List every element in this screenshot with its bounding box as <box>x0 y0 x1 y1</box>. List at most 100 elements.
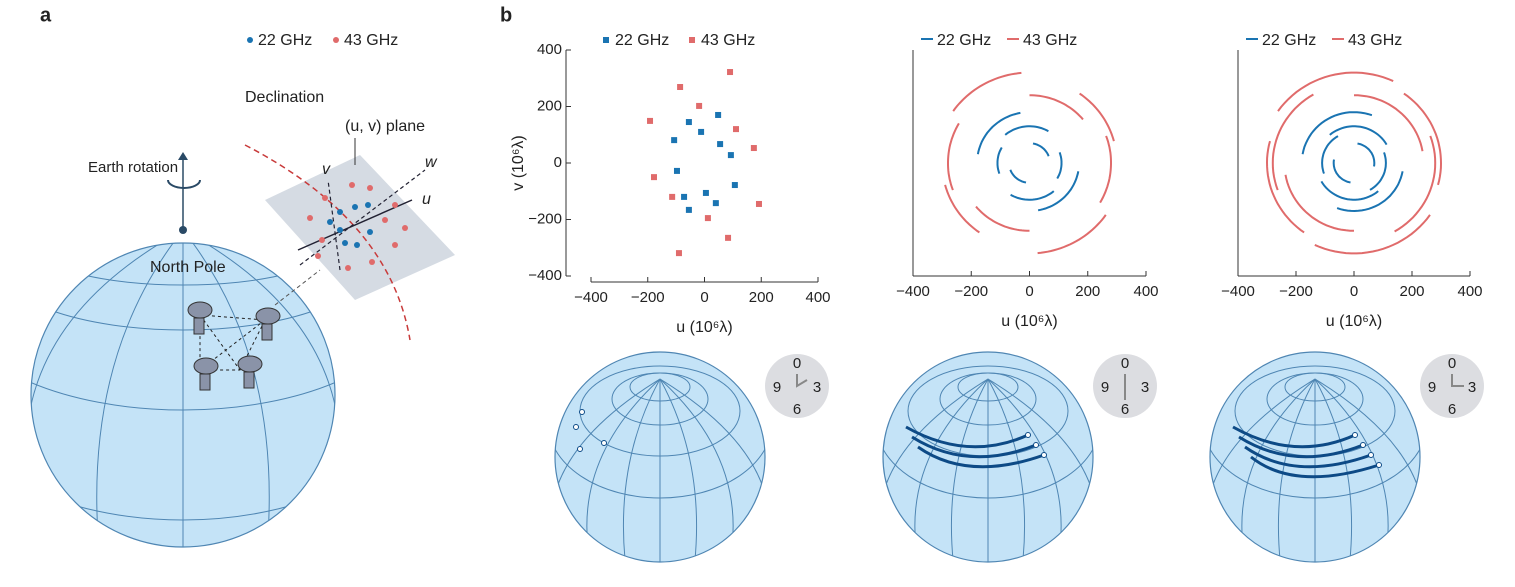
uv-track <box>1336 171 1404 213</box>
v-axis <box>327 179 341 271</box>
legend-label: 43 GHz <box>701 32 755 49</box>
station <box>577 446 583 452</box>
x-axis-label: u (10⁶λ) <box>1001 313 1057 330</box>
point <box>698 128 705 135</box>
x-tick-label: 400 <box>1457 283 1482 300</box>
clock-label: 9 <box>773 379 781 396</box>
point <box>650 174 657 181</box>
track <box>905 425 1029 449</box>
x-tick-label: 200 <box>1399 283 1424 300</box>
meridian <box>659 378 765 562</box>
x-tick-label: 0 <box>1025 283 1033 300</box>
station <box>579 409 585 415</box>
uv-track <box>1010 190 1055 201</box>
point <box>675 250 682 257</box>
x-tick-label: 400 <box>805 289 830 306</box>
clock-label: 3 <box>1468 379 1476 396</box>
y-tick-label: −200 <box>528 210 562 227</box>
label: Earth rotation <box>88 159 178 176</box>
telescope-dishes <box>187 301 281 391</box>
x-tick-label: −200 <box>631 289 665 306</box>
uv-track <box>1056 152 1063 180</box>
point <box>750 145 757 152</box>
x-tick-label: −400 <box>574 289 608 306</box>
uv-track <box>947 122 960 191</box>
track-end <box>1360 442 1366 448</box>
axis-label: u <box>422 191 431 208</box>
uv-track <box>1403 92 1443 186</box>
meridian <box>659 378 698 562</box>
point <box>681 193 688 200</box>
uv-dots <box>307 182 408 271</box>
globe-grid <box>555 352 765 562</box>
arrow <box>178 152 188 160</box>
x-tick-label: −400 <box>896 283 930 300</box>
clock-label: 0 <box>793 355 801 372</box>
point <box>727 69 734 76</box>
pole <box>179 226 187 234</box>
panel-a: 22 GHz 43 GHz Earth rotation North Pole <box>30 32 455 548</box>
point <box>731 182 738 189</box>
uv-track <box>996 146 1003 174</box>
y-tick-label: 400 <box>537 41 562 58</box>
uv-track <box>1277 71 1394 112</box>
uv-track <box>1321 135 1339 174</box>
meridian <box>555 378 661 562</box>
x-axis-label: u (10⁶λ) <box>1326 313 1382 330</box>
axis-label: w <box>425 154 438 171</box>
point <box>685 119 692 126</box>
point <box>677 84 684 91</box>
clock-hand <box>1451 374 1464 387</box>
track-end <box>1033 442 1039 448</box>
legend-label: 22 GHz <box>937 32 991 49</box>
meridian <box>622 378 661 562</box>
point <box>669 193 676 200</box>
meridian <box>883 378 989 562</box>
legend-dot <box>247 37 253 43</box>
track <box>1238 435 1364 459</box>
label: (u, v) plane <box>345 118 425 135</box>
uv-track <box>1314 214 1431 255</box>
legend-label: 43 GHz <box>1023 32 1077 49</box>
rotation-arrow <box>167 179 201 189</box>
uv-track <box>1394 135 1437 233</box>
uv-plane <box>265 155 455 300</box>
declination-line <box>244 144 411 341</box>
point <box>755 200 762 207</box>
u-axis <box>297 199 413 251</box>
track-end <box>1041 452 1047 458</box>
station <box>601 440 607 446</box>
track <box>1250 455 1380 479</box>
uv-track <box>1099 135 1112 204</box>
station <box>573 424 579 430</box>
track <box>1244 445 1372 469</box>
clock-label: 0 <box>1448 355 1456 372</box>
clock-label: 0 <box>1121 355 1129 372</box>
uv-track <box>1079 92 1115 142</box>
panel-label: a <box>40 4 52 26</box>
point <box>647 117 654 124</box>
clock-label: 3 <box>813 379 821 396</box>
clock-label: 6 <box>793 401 801 418</box>
point <box>712 200 719 207</box>
meridian <box>950 378 989 562</box>
clock-label: 6 <box>1448 401 1456 418</box>
meridian <box>1210 378 1316 562</box>
uv-track <box>975 205 1030 232</box>
uv-track <box>1332 159 1351 184</box>
y-tick-label: 0 <box>554 154 562 171</box>
uv-track <box>1353 94 1424 152</box>
meridian <box>987 378 1093 562</box>
uv-track <box>1029 94 1084 121</box>
uv-track <box>1009 169 1027 184</box>
legend-label: 22 GHz <box>615 32 669 49</box>
point <box>696 102 703 109</box>
x-tick-label: −400 <box>1221 283 1255 300</box>
x-tick-label: 400 <box>1133 283 1158 300</box>
uv-track <box>1037 171 1080 212</box>
point <box>685 206 692 213</box>
legend-marker <box>603 37 609 43</box>
legend-marker <box>689 37 695 43</box>
x-axis-label: u (10⁶λ) <box>676 319 732 336</box>
point <box>715 111 722 118</box>
